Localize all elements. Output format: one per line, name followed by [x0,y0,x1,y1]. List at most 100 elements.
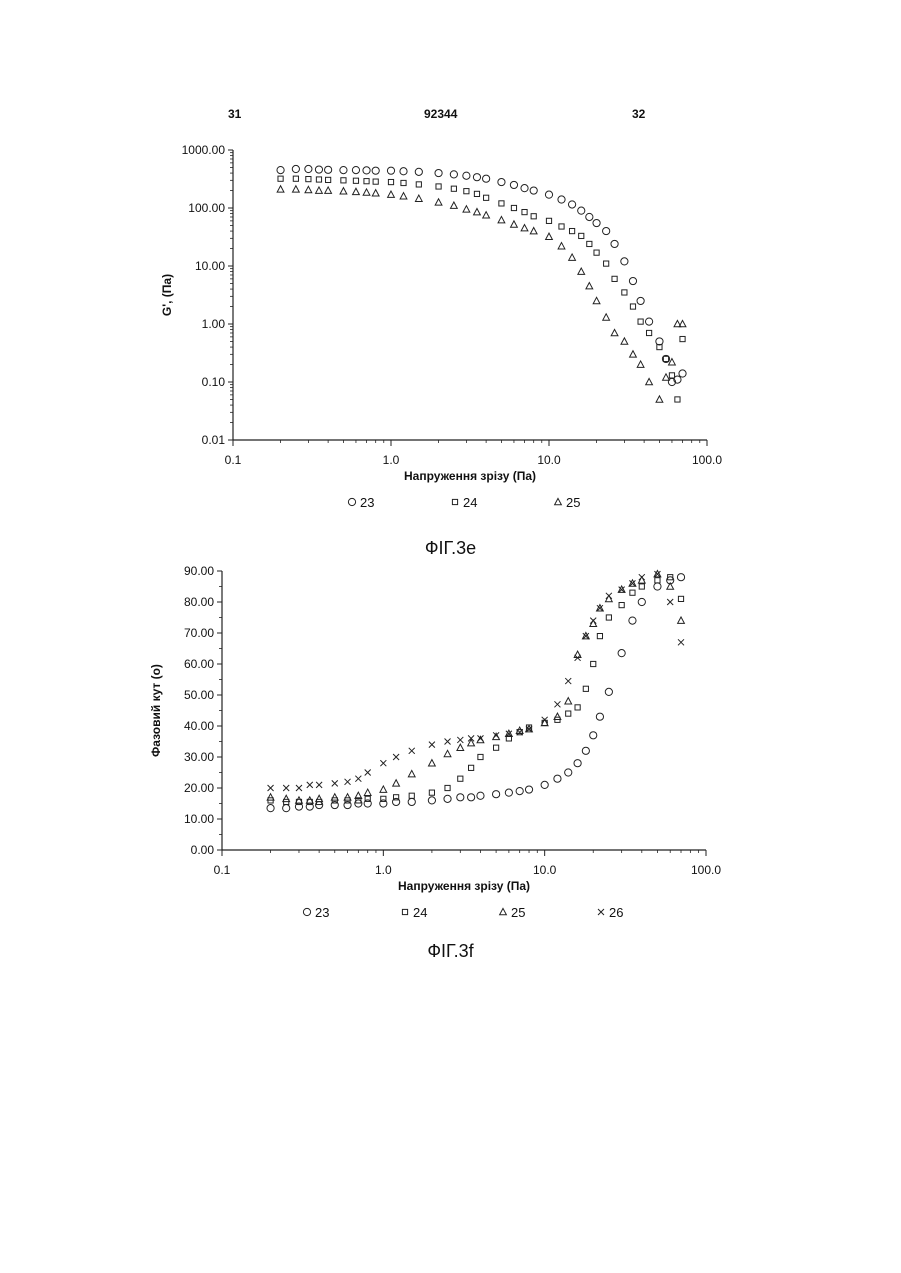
g-prime-point-25 [511,221,518,227]
phase-point-25 [565,698,572,704]
g-prime-point-24 [306,176,311,181]
g-prime-point-25 [546,233,553,239]
phase-y-tick-label: 60.00 [184,657,214,671]
g-prime-point-25 [521,225,528,231]
phase-point-24 [494,745,499,750]
g-prime-point-24 [594,250,599,255]
g-prime-point-25 [578,268,585,274]
phase-y-tick-label: 0.00 [191,843,215,857]
phase-point-24 [591,661,596,666]
g-prime-point-24 [646,330,651,335]
g-prime-point-25 [415,195,422,201]
phase-point-26 [639,574,645,580]
figure-caption-3f: ФІГ.3f [0,941,901,962]
g-prime-point-24 [569,228,574,233]
g-prime-x-tick-label: 10.0 [537,453,561,467]
phase-point-24 [606,615,611,620]
g-prime-legend-marker-25 [555,498,562,504]
g-prime-point-24 [622,290,627,295]
phase-point-26 [565,678,571,684]
phase-point-24 [655,578,660,583]
g-prime-point-25 [630,351,637,357]
g-prime-point-24 [587,241,592,246]
phase-point-23 [457,794,464,801]
phase-point-25 [344,794,351,800]
g-prime-point-25 [483,212,490,218]
phase-y-tick-label: 30.00 [184,750,214,764]
g-prime-point-23 [679,370,686,377]
g-prime-point-25 [305,186,312,192]
phase-y-tick-label: 10.00 [184,812,214,826]
phase-point-23 [590,732,597,739]
g-prime-point-24 [316,177,321,182]
g-prime-y-tick-label: 10.00 [195,259,225,273]
g-prime-point-24 [663,356,668,361]
phase-point-25 [393,780,400,786]
g-prime-point-24 [612,276,617,281]
phase-point-25 [267,794,274,800]
phase-point-23 [605,688,612,695]
phase-y-tick-label: 90.00 [184,564,214,578]
phase-point-23 [428,797,435,804]
phase-x-axis-label: Напруження зрізу (Па) [398,879,530,893]
phase-point-24 [429,790,434,795]
g-prime-point-24 [638,319,643,324]
g-prime-point-24 [401,180,406,185]
g-prime-point-23 [483,175,490,182]
page-number-left: 31 [228,107,241,121]
g-prime-point-24 [546,218,551,223]
phase-point-25 [364,789,371,795]
g-prime-point-23 [593,219,600,226]
phase-legend-label-26: 26 [609,905,623,920]
phase-point-24 [566,711,571,716]
g-prime-legend-marker-24 [452,499,457,504]
g-prime-point-23 [473,174,480,181]
g-prime-y-tick-label: 0.01 [202,433,226,447]
g-prime-point-24 [680,336,685,341]
g-prime-point-23 [568,201,575,208]
phase-point-23 [477,792,484,799]
g-prime-point-23 [621,258,628,265]
g-prime-point-24 [293,176,298,181]
g-prime-point-25 [646,378,653,384]
g-prime-series-25 [277,186,686,403]
phase-point-24 [478,754,483,759]
phase-point-24 [469,765,474,770]
g-prime-point-25 [474,208,481,214]
g-prime-point-23 [415,168,422,175]
phase-point-26 [355,776,361,782]
phase-point-24 [575,705,580,710]
phase-legend-label-23: 23 [315,905,329,920]
g-prime-point-24 [464,189,469,194]
g-prime-point-23 [463,172,470,179]
phase-point-23 [493,791,500,798]
page-number-right: 32 [632,107,645,121]
phase-legend-marker-25 [500,908,507,914]
phase-point-23 [618,650,625,657]
g-prime-y-tick-label: 100.00 [188,201,225,215]
g-prime-point-25 [663,374,670,380]
phase-point-26 [429,742,435,748]
g-prime-point-24 [326,177,331,182]
phase-point-25 [554,713,561,719]
g-prime-point-24 [669,373,674,378]
phase-point-23 [677,574,684,581]
g-prime-point-23 [277,167,284,174]
phase-point-26 [409,748,415,754]
g-prime-point-24 [451,186,456,191]
g-prime-x-axis-label: Напруження зрізу (Па) [404,469,536,483]
phase-point-26 [678,639,684,645]
phase-point-25 [283,795,290,801]
phase-point-26 [542,717,548,723]
g-prime-point-23 [530,187,537,194]
g-prime-point-24 [675,397,680,402]
phase-point-23 [408,798,415,805]
g-prime-point-24 [630,304,635,309]
phase-point-23 [541,781,548,788]
g-prime-point-25 [603,314,610,320]
g-prime-point-23 [305,165,312,172]
phase-point-26 [332,780,338,786]
phase-point-26 [457,737,463,743]
phase-x-tick-label: 10.0 [533,863,557,877]
g-prime-point-25 [372,190,379,196]
